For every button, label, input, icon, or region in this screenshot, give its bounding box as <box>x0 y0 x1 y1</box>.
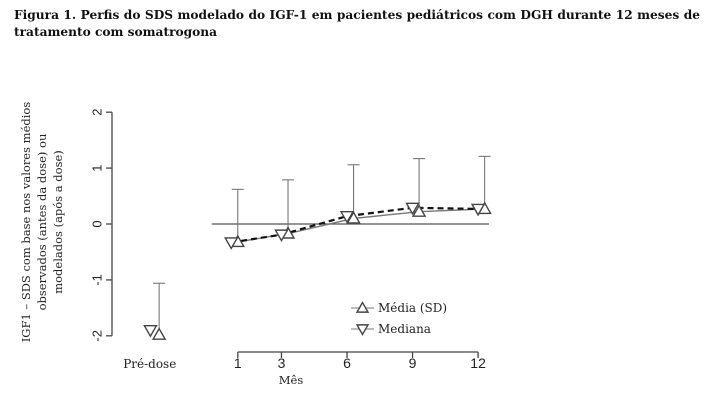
y-tick-label: 2 <box>90 109 105 116</box>
series-markers <box>143 201 492 340</box>
figure-title: Figura 1. Perfis do SDS modelado do IGF-… <box>14 8 700 39</box>
x-tick-label: 6 <box>343 355 351 371</box>
legend: Média (SD) Mediana <box>351 301 447 336</box>
x-tick-label: 1 <box>234 355 242 371</box>
x-axis-label: Mês <box>279 373 304 387</box>
y-axis: -2 -1 0 1 2 <box>90 109 113 342</box>
mean-point <box>346 210 361 224</box>
mean-point <box>151 327 167 340</box>
median-series-line <box>231 206 479 244</box>
y-axis-label-line: observados (antes da dose) ou <box>35 134 49 311</box>
median-point <box>274 229 289 243</box>
y-axis-label: IGF1 – SDS com base nos valores médios ob… <box>19 102 65 343</box>
legend-median-label: Mediana <box>378 322 431 336</box>
median-point <box>224 237 239 250</box>
y-tick-label: 0 <box>90 220 105 227</box>
x-tick-label: 12 <box>470 355 486 371</box>
legend-mean-marker <box>355 301 370 313</box>
y-axis-label-line: IGF1 – SDS com base nos valores médios <box>19 102 33 343</box>
median-point <box>470 203 486 217</box>
x-tick-label: Pré-dose <box>123 357 176 371</box>
median-point <box>339 210 355 224</box>
series-lines <box>231 206 485 244</box>
median-point <box>143 325 158 338</box>
x-axis: Pré-dose 1 3 6 9 12 <box>123 351 486 371</box>
y-tick-label: 1 <box>90 164 105 171</box>
y-axis-label-line: modelados (após a dose) <box>51 150 65 294</box>
legend-mean-label: Média (SD) <box>378 301 447 315</box>
y-tick-label: -1 <box>90 274 105 286</box>
x-tick-label: 9 <box>409 355 417 371</box>
legend-median-marker <box>355 324 370 336</box>
x-tick-label: 3 <box>278 355 286 371</box>
median-point <box>405 202 420 216</box>
mean-point <box>411 204 427 217</box>
y-tick-label: -2 <box>90 330 105 342</box>
